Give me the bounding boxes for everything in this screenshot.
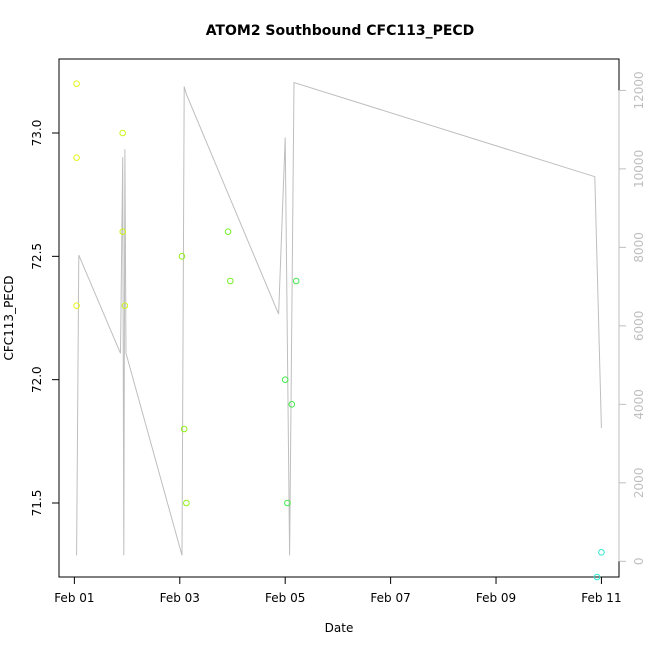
- data-point: [292, 277, 300, 285]
- x-tick-label: Feb 01: [54, 591, 94, 605]
- data-point: [284, 499, 291, 507]
- x-tick-label: Feb 09: [476, 591, 516, 605]
- y2-axis: 0 2000 4000 6000 8000 10000 12000: [618, 71, 646, 565]
- data-point: [598, 549, 605, 556]
- x-axis-label: Date: [325, 621, 354, 635]
- y2-tick-label: 8000: [632, 232, 646, 263]
- line-series: [76, 81, 602, 556]
- y2-tick-label: 4000: [632, 389, 646, 420]
- data-point: [73, 154, 80, 161]
- x-axis: Feb 01 Feb 03 Feb 05 Feb 07 Feb 09 Feb 11: [54, 576, 622, 605]
- y-axis: 71.5 72.0 72.5 73.0: [30, 120, 60, 517]
- y-tick-label: 72.5: [30, 243, 44, 270]
- y2-tick-label: 0: [632, 557, 646, 565]
- data-point: [593, 573, 601, 581]
- y2-tick-label: 2000: [632, 468, 646, 499]
- y-tick-label: 73.0: [30, 120, 44, 147]
- y2-tick-label: 6000: [632, 311, 646, 342]
- data-point: [73, 302, 80, 309]
- x-tick-label: Feb 07: [370, 591, 410, 605]
- data-point: [119, 129, 126, 137]
- chart-title: ATOM2 Southbound CFC113_PECD: [206, 23, 475, 39]
- data-point: [183, 499, 190, 507]
- data-point: [288, 401, 296, 408]
- x-tick-label: Feb 03: [160, 591, 200, 605]
- point-series: [73, 80, 605, 581]
- y-tick-label: 72.0: [30, 366, 44, 393]
- data-point: [224, 228, 232, 235]
- x-tick-label: Feb 05: [265, 591, 305, 605]
- data-point: [281, 376, 289, 383]
- data-point: [121, 302, 129, 309]
- y-axis-label: CFC113_PECD: [2, 275, 16, 360]
- y2-tick-label: 12000: [632, 71, 646, 109]
- data-point: [226, 277, 234, 285]
- y2-tick-label: 10000: [632, 150, 646, 188]
- x-tick-label: Feb 11: [581, 591, 621, 605]
- data-point: [73, 80, 80, 87]
- series-line: [76, 81, 602, 556]
- y-tick-label: 71.5: [30, 490, 44, 517]
- data-point: [178, 253, 186, 260]
- data-point: [180, 425, 188, 433]
- data-point: [119, 228, 126, 235]
